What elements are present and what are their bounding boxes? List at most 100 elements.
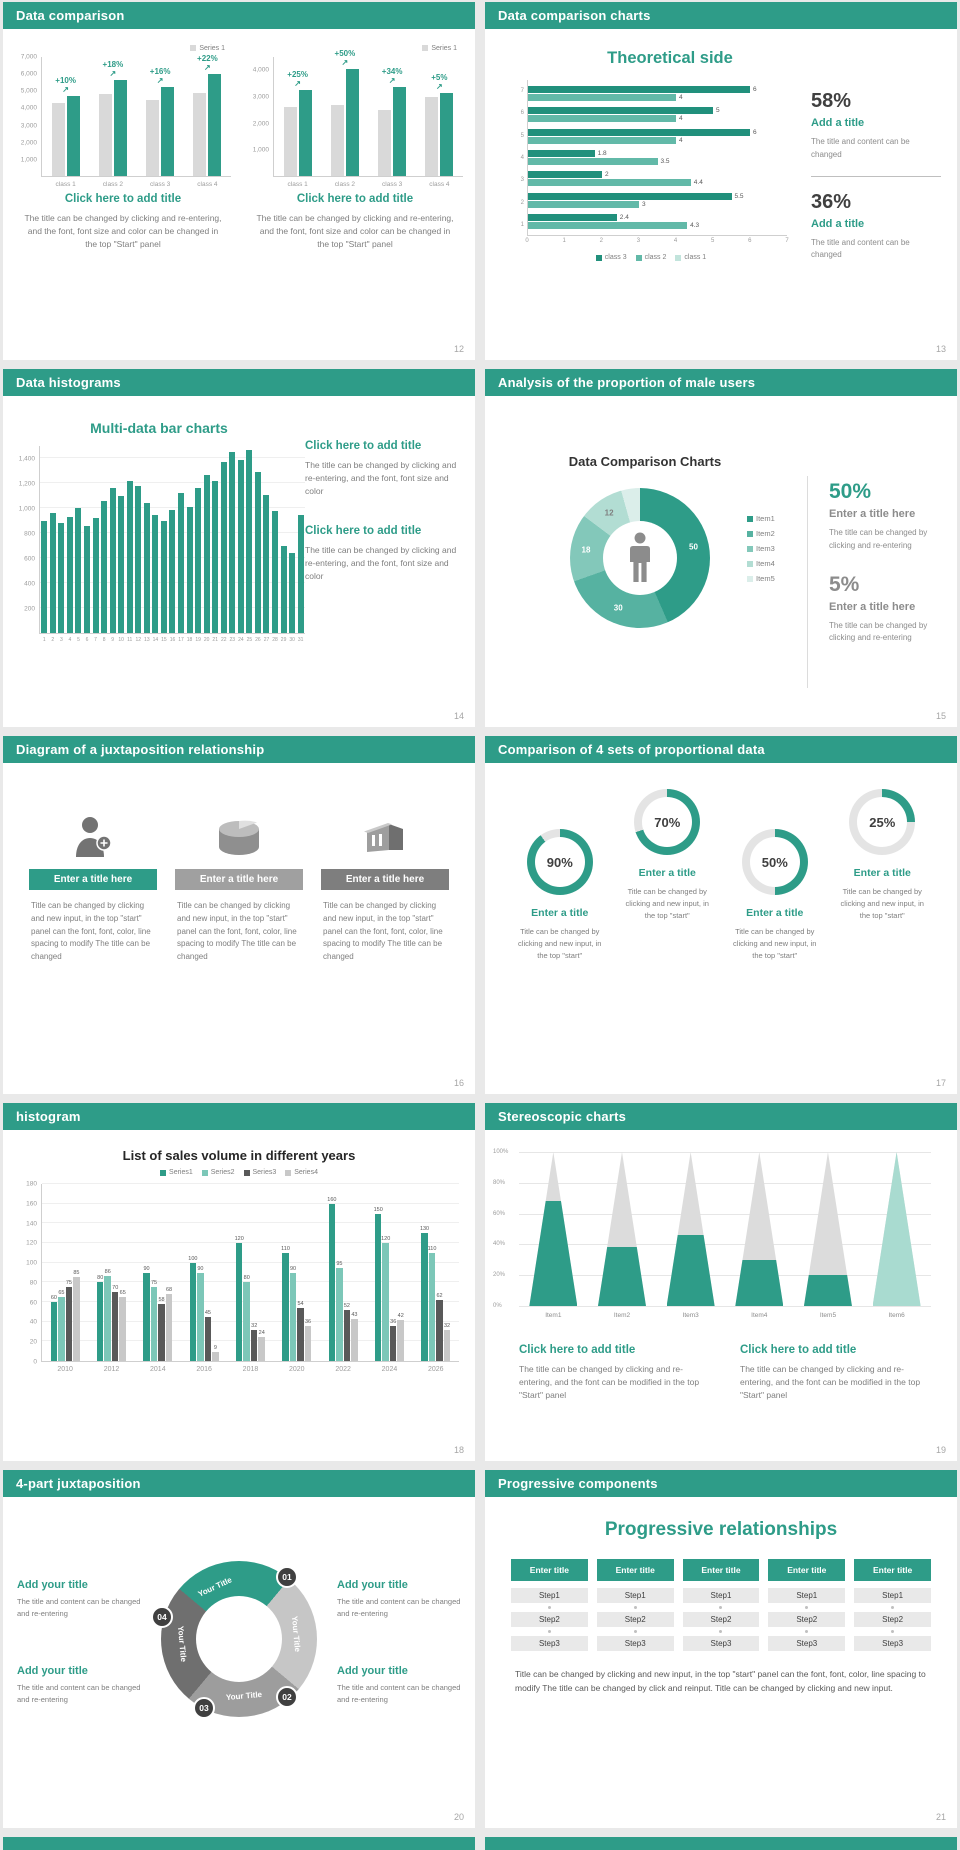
slide-thumbnail-next-left[interactable] (3, 1837, 475, 1850)
chart-legend: Item1 Item2 Item3 Item4 Item5 (747, 514, 775, 583)
bar (297, 446, 304, 633)
bar-value-label: 54 (297, 1300, 304, 1307)
bar: 36 (389, 1184, 397, 1361)
step-separator-dot (547, 1630, 551, 1633)
cone-chart: 100% 80% 60% 40% 20% 0% Item1 Item2 Item3 Item4 It… (493, 1149, 931, 1320)
slide-thumbnail-21[interactable]: Progressive components Progressive relat… (485, 1470, 957, 1828)
step-item: Step2 (682, 1612, 760, 1627)
step-item: Step3 (511, 1636, 588, 1651)
bar-fill (345, 68, 359, 176)
bar-value-label: 2 (605, 171, 609, 179)
x-tick-label: 2010 (57, 1366, 73, 1373)
block-title: Click here to add title (305, 524, 422, 537)
y-tick-label: 3,000 (252, 93, 269, 101)
bar-fill (246, 449, 253, 633)
bar-value-label: 5.5 (734, 192, 744, 200)
slide-thumbnail-19[interactable]: Stereoscopic charts 100% 80% 60% 40% 20% 0% It… (485, 1103, 957, 1461)
legend-item: Series1 (160, 1169, 193, 1176)
slide-thumbnail-15[interactable]: Analysis of the proportion of male users… (485, 369, 957, 727)
stat-block: 58% Add a title The title and content ca… (811, 90, 947, 162)
bar-group: 17 (178, 446, 185, 643)
slide-header-title: Progressive components (498, 1476, 658, 1491)
slide-header-bar: Stereoscopic charts (485, 1103, 957, 1130)
slide-content: Enter a title here Title can be changed … (3, 763, 475, 1094)
block-body: The title can be changed by clicking and… (519, 1364, 700, 1401)
slide-header-title: 4-part juxtaposition (16, 1476, 141, 1491)
x-tick-label: 1 (562, 238, 566, 244)
title-bar: Enter a title here (321, 869, 449, 890)
step-column: Enter title Step1 Step2 Step3 (854, 1559, 931, 1651)
slide-thumbnail-12[interactable]: Data comparison Series 1 7,000 6,000 5,000… (3, 2, 475, 360)
bar-group: 8 (101, 446, 108, 643)
legend-label: Item1 (756, 514, 775, 523)
slide-thumbnail-13[interactable]: Data comparison charts Theoretical side … (485, 2, 957, 360)
bar-fill (421, 1233, 428, 1361)
slide-header-title: Analysis of the proportion of male users (498, 375, 756, 390)
page-number: 16 (453, 1078, 464, 1088)
bar-fill (158, 1303, 165, 1361)
slide-thumbnail-16[interactable]: Diagram of a juxtaposition relationship … (3, 736, 475, 1094)
bar: 100 (188, 1184, 197, 1361)
y-tick-label: 7 (520, 88, 524, 95)
bar-group: 1 (41, 446, 48, 643)
bar (160, 446, 167, 633)
bar: 160 (327, 1184, 336, 1361)
slide-thumbnail-14[interactable]: Data histograms Multi-data bar charts 1,… (3, 369, 475, 727)
bar-value-label: 95 (336, 1260, 343, 1267)
bar (220, 446, 227, 633)
y-tick-label: 60 (29, 1299, 37, 1307)
growth-percent-label: +34% (381, 67, 403, 77)
grid-line (42, 1242, 459, 1243)
bar-value-label: 60 (50, 1295, 57, 1301)
slide-thumbnail-18[interactable]: histogram List of sales volume in differ… (3, 1103, 475, 1461)
bar: 43 (351, 1184, 358, 1361)
bar-group: 2 (49, 446, 56, 643)
growth-arrow-icon: ↗ (109, 68, 117, 78)
cone-fill (597, 1247, 646, 1306)
bar (135, 446, 142, 633)
segment-label: Your Title (289, 1615, 303, 1653)
bar: 70 (111, 1184, 119, 1361)
bar-group: +10% ↗ class 1 (51, 57, 80, 188)
block-body: The title and content can be changed and… (17, 1683, 141, 1704)
ring-percent: 25% (869, 814, 896, 830)
slide-thumbnail-next-right[interactable] (485, 1837, 957, 1850)
bar (246, 446, 253, 633)
bar-fill (212, 1352, 219, 1361)
step-item: Step1 (768, 1588, 846, 1603)
slide-thumbnail-20[interactable]: 4-part juxtaposition Your Title Your Tit… (3, 1470, 475, 1828)
title-bar-label: Enter a title here (53, 874, 133, 885)
growth-percent-label: +18% (102, 59, 124, 69)
bar-group: +22% ↗ class 4 (193, 54, 222, 188)
step-separator-dot (805, 1606, 809, 1609)
cone-fill (529, 1201, 578, 1306)
block-title: Add your title (17, 1579, 88, 1591)
y-tick-label: 4 (520, 154, 524, 161)
bar-fill (143, 503, 150, 633)
cone-shape (735, 1152, 784, 1306)
bar-value-label: 150 (373, 1206, 383, 1213)
bar-value-label: 52 (343, 1302, 350, 1309)
bar-group: 21 (212, 446, 219, 643)
growth-percent-label: +22% (197, 54, 218, 64)
bar-fill (229, 452, 236, 633)
grid-lines: 100% 80% 60% 40% 20% 0% (493, 1149, 931, 1309)
step-column: Enter title Step1 Step2 Step3 (682, 1559, 760, 1651)
grouped-bar-chart: 7,000 6,000 5,000 4,000 3,000 2,000 1,000 +10% ↗… (15, 54, 231, 188)
ring-title: Enter a title (853, 867, 911, 879)
legend-item: Series 1 (190, 45, 225, 52)
x-tick-label: 21 (212, 637, 218, 643)
slide-thumbnail-17[interactable]: Comparison of 4 sets of proportional dat… (485, 736, 957, 1094)
bar-fill (204, 1316, 212, 1361)
x-tick-label: 6 (85, 637, 89, 643)
bar: 75 (150, 1184, 158, 1361)
slide-header-title: Data comparison (16, 8, 125, 23)
x-tick-label: 20 (203, 637, 210, 643)
bar: 2.4 (528, 213, 787, 221)
bar-group: 2.4 4.3 (528, 213, 787, 229)
stat-body: The title can be changed by clicking and… (829, 528, 928, 550)
cone-series: Item1 Item2 Item3 Item4 Item5 Item6 (519, 1152, 931, 1319)
growth-percent-label: +25% (287, 70, 308, 80)
